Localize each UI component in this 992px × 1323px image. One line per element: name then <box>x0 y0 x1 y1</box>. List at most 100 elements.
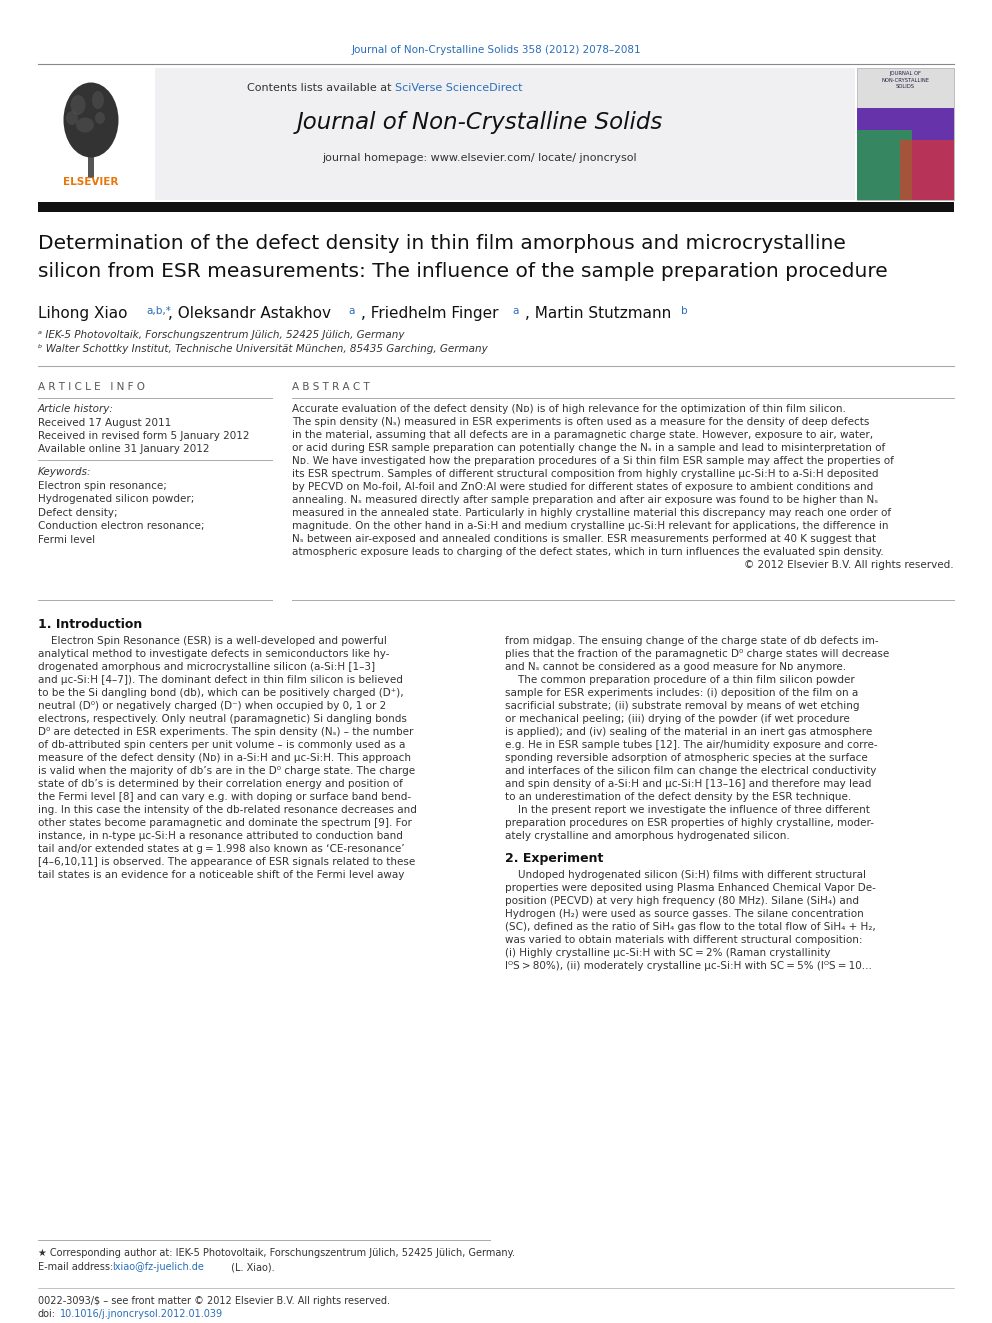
Text: plies that the fraction of the paramagnetic D⁰ charge states will decrease: plies that the fraction of the paramagne… <box>505 650 889 659</box>
Ellipse shape <box>76 118 94 132</box>
Text: Fermi level: Fermi level <box>38 534 95 545</box>
Text: ★ Corresponding author at: IEK-5 Photovoltaik, Forschungszentrum Jülich, 52425 J: ★ Corresponding author at: IEK-5 Photovo… <box>38 1248 515 1258</box>
Text: is applied); and (iv) sealing of the material in an inert gas atmosphere: is applied); and (iv) sealing of the mat… <box>505 728 872 737</box>
Text: Undoped hydrogenated silicon (Si:H) films with different structural: Undoped hydrogenated silicon (Si:H) film… <box>505 871 866 880</box>
Text: D⁰ are detected in ESR experiments. The spin density (Nₛ) – the number: D⁰ are detected in ESR experiments. The … <box>38 728 414 737</box>
Text: its ESR spectrum. Samples of different structural composition from highly crysta: its ESR spectrum. Samples of different s… <box>292 468 879 479</box>
Text: the Fermi level [8] and can vary e.g. with doping or surface band bend-: the Fermi level [8] and can vary e.g. wi… <box>38 792 411 802</box>
Text: a,b,*: a,b,* <box>146 306 171 316</box>
FancyBboxPatch shape <box>857 67 954 200</box>
Text: Determination of the defect density in thin film amorphous and microcrystalline: Determination of the defect density in t… <box>38 234 846 253</box>
Text: analytical method to investigate defects in semiconductors like hy-: analytical method to investigate defects… <box>38 650 390 659</box>
Text: sacrificial substrate; (ii) substrate removal by means of wet etching: sacrificial substrate; (ii) substrate re… <box>505 701 859 710</box>
FancyBboxPatch shape <box>857 130 912 200</box>
Text: Contents lists available at: Contents lists available at <box>247 83 395 93</box>
Text: from midgap. The ensuing change of the charge state of db defects im-: from midgap. The ensuing change of the c… <box>505 636 879 646</box>
Text: a: a <box>348 306 354 316</box>
Text: by PECVD on Mo-foil, Al-foil and ZnO:Al were studied for different states of exp: by PECVD on Mo-foil, Al-foil and ZnO:Al … <box>292 482 873 492</box>
Ellipse shape <box>70 95 85 115</box>
Text: Received 17 August 2011: Received 17 August 2011 <box>38 418 172 429</box>
Text: e.g. He in ESR sample tubes [12]. The air/humidity exposure and corre-: e.g. He in ESR sample tubes [12]. The ai… <box>505 740 878 750</box>
Text: measured in the annealed state. Particularly in highly crystalline material this: measured in the annealed state. Particul… <box>292 508 891 519</box>
Text: b: b <box>681 306 687 316</box>
Text: and μc-Si:H [4–7]). The dominant defect in thin film silicon is believed: and μc-Si:H [4–7]). The dominant defect … <box>38 675 403 685</box>
Text: , Oleksandr Astakhov: , Oleksandr Astakhov <box>168 306 331 321</box>
Text: In the present report we investigate the influence of three different: In the present report we investigate the… <box>505 804 870 815</box>
Text: IᴼS > 80%), (ii) moderately crystalline μc-Si:H with SC = 5% (IᴼS = 10...: IᴼS > 80%), (ii) moderately crystalline … <box>505 960 872 971</box>
Text: Electron spin resonance;: Electron spin resonance; <box>38 482 167 491</box>
Text: (SC), defined as the ratio of SiH₄ gas flow to the total flow of SiH₄ + H₂,: (SC), defined as the ratio of SiH₄ gas f… <box>505 922 876 931</box>
Text: Received in revised form 5 January 2012: Received in revised form 5 January 2012 <box>38 431 250 441</box>
Text: A R T I C L E   I N F O: A R T I C L E I N F O <box>38 382 145 392</box>
Text: state of db’s is determined by their correlation energy and position of: state of db’s is determined by their cor… <box>38 779 403 789</box>
Text: annealing. Nₛ measured directly after sample preparation and after air exposure : annealing. Nₛ measured directly after sa… <box>292 495 878 505</box>
Text: a: a <box>512 306 519 316</box>
Text: (i) Highly crystalline μc-Si:H with SC = 2% (Raman crystallinity: (i) Highly crystalline μc-Si:H with SC =… <box>505 949 830 958</box>
Text: was varied to obtain materials with different structural composition:: was varied to obtain materials with diff… <box>505 935 862 945</box>
Text: ately crystalline and amorphous hydrogenated silicon.: ately crystalline and amorphous hydrogen… <box>505 831 790 841</box>
Text: atmospheric exposure leads to charging of the defect states, which in turn influ: atmospheric exposure leads to charging o… <box>292 546 884 557</box>
Text: lxiao@fz-juelich.de: lxiao@fz-juelich.de <box>112 1262 204 1271</box>
Text: of db-attributed spin centers per unit volume – is commonly used as a: of db-attributed spin centers per unit v… <box>38 740 406 750</box>
Text: 2. Experiment: 2. Experiment <box>505 852 603 865</box>
Text: other states become paramagnetic and dominate the spectrum [9]. For: other states become paramagnetic and dom… <box>38 818 412 828</box>
Text: neutral (D⁰) or negatively charged (D⁻) when occupied by 0, 1 or 2: neutral (D⁰) or negatively charged (D⁻) … <box>38 701 386 710</box>
Ellipse shape <box>66 111 78 124</box>
Text: doi:: doi: <box>38 1308 56 1319</box>
Text: and spin density of a-Si:H and μc-Si:H [13–16] and therefore may lead: and spin density of a-Si:H and μc-Si:H [… <box>505 779 871 789</box>
Text: tail and/or extended states at g = 1.998 also known as ‘CE-resonance’: tail and/or extended states at g = 1.998… <box>38 844 405 855</box>
Text: Defect density;: Defect density; <box>38 508 118 519</box>
Text: magnitude. On the other hand in a-Si:H and medium crystalline μc-Si:H relevant f: magnitude. On the other hand in a-Si:H a… <box>292 521 889 531</box>
Ellipse shape <box>92 91 104 108</box>
Text: Conduction electron resonance;: Conduction electron resonance; <box>38 521 204 532</box>
Text: ELSEVIER: ELSEVIER <box>63 177 119 187</box>
Text: SciVerse ScienceDirect: SciVerse ScienceDirect <box>395 83 523 93</box>
Text: Hydrogen (H₂) were used as source gasses. The silane concentration: Hydrogen (H₂) were used as source gasses… <box>505 909 864 919</box>
Text: ᵃ IEK-5 Photovoltaik, Forschungszentrum Jülich, 52425 Jülich, Germany: ᵃ IEK-5 Photovoltaik, Forschungszentrum … <box>38 329 405 340</box>
Text: The common preparation procedure of a thin film silicon powder: The common preparation procedure of a th… <box>505 675 855 685</box>
Text: is valid when the majority of db’s are in the D⁰ charge state. The charge: is valid when the majority of db’s are i… <box>38 766 415 777</box>
Text: sponding reversible adsorption of atmospheric species at the surface: sponding reversible adsorption of atmosp… <box>505 753 868 763</box>
Text: in the material, assuming that all defects are in a paramagnetic charge state. H: in the material, assuming that all defec… <box>292 430 873 441</box>
Text: Lihong Xiao: Lihong Xiao <box>38 306 128 321</box>
FancyBboxPatch shape <box>38 67 155 200</box>
Text: The spin density (Nₛ) measured in ESR experiments is often used as a measure for: The spin density (Nₛ) measured in ESR ex… <box>292 417 869 427</box>
Text: Article history:: Article history: <box>38 404 114 414</box>
Text: Available online 31 January 2012: Available online 31 January 2012 <box>38 445 209 454</box>
Text: A B S T R A C T: A B S T R A C T <box>292 382 370 392</box>
FancyBboxPatch shape <box>857 108 954 200</box>
Text: silicon from ESR measurements: The influence of the sample preparation procedure: silicon from ESR measurements: The influ… <box>38 262 888 280</box>
Text: 10.1016/j.jnoncrysol.2012.01.039: 10.1016/j.jnoncrysol.2012.01.039 <box>60 1308 223 1319</box>
Text: 1. Introduction: 1. Introduction <box>38 618 142 631</box>
Ellipse shape <box>63 82 118 157</box>
Text: Journal of Non-Crystalline Solids: Journal of Non-Crystalline Solids <box>297 111 663 134</box>
Text: Nₛ between air-exposed and annealed conditions is smaller. ESR measurements perf: Nₛ between air-exposed and annealed cond… <box>292 534 876 544</box>
FancyBboxPatch shape <box>38 202 954 212</box>
Text: 0022-3093/$ – see front matter © 2012 Elsevier B.V. All rights reserved.: 0022-3093/$ – see front matter © 2012 El… <box>38 1297 390 1306</box>
Text: sample for ESR experiments includes: (i) deposition of the film on a: sample for ESR experiments includes: (i)… <box>505 688 858 699</box>
Text: Journal of Non-Crystalline Solids 358 (2012) 2078–2081: Journal of Non-Crystalline Solids 358 (2… <box>351 45 641 56</box>
FancyBboxPatch shape <box>155 67 855 200</box>
Text: [4–6,10,11] is observed. The appearance of ESR signals related to these: [4–6,10,11] is observed. The appearance … <box>38 857 416 867</box>
Text: tail states is an evidence for a noticeable shift of the Fermi level away: tail states is an evidence for a noticea… <box>38 871 405 880</box>
Text: journal homepage: www.elsevier.com/ locate/ jnoncrysol: journal homepage: www.elsevier.com/ loca… <box>322 153 637 163</box>
Text: to an underestimation of the defect density by the ESR technique.: to an underestimation of the defect dens… <box>505 792 851 802</box>
Text: JOURNAL OF
NON-CRYSTALLINE
SOLIDS: JOURNAL OF NON-CRYSTALLINE SOLIDS <box>881 70 929 90</box>
Text: Accurate evaluation of the defect density (Nᴅ) is of high relevance for the opti: Accurate evaluation of the defect densit… <box>292 404 846 414</box>
Text: drogenated amorphous and microcrystalline silicon (a-Si:H [1–3]: drogenated amorphous and microcrystallin… <box>38 662 375 672</box>
Text: , Friedhelm Finger: , Friedhelm Finger <box>361 306 499 321</box>
Text: (L. Xiao).: (L. Xiao). <box>228 1262 275 1271</box>
Text: or acid during ESR sample preparation can potentially change the Nₛ in a sample : or acid during ESR sample preparation ca… <box>292 443 885 452</box>
FancyBboxPatch shape <box>88 148 94 179</box>
Text: measure of the defect density (Nᴅ) in a-Si:H and μc-Si:H. This approach: measure of the defect density (Nᴅ) in a-… <box>38 753 411 763</box>
Text: Electron Spin Resonance (ESR) is a well-developed and powerful: Electron Spin Resonance (ESR) is a well-… <box>38 636 387 646</box>
Text: properties were deposited using Plasma Enhanced Chemical Vapor De-: properties were deposited using Plasma E… <box>505 882 876 893</box>
Text: Hydrogenated silicon powder;: Hydrogenated silicon powder; <box>38 495 194 504</box>
Text: E-mail address:: E-mail address: <box>38 1262 116 1271</box>
Text: and Nₛ cannot be considered as a good measure for Nᴅ anymore.: and Nₛ cannot be considered as a good me… <box>505 662 846 672</box>
Text: © 2012 Elsevier B.V. All rights reserved.: © 2012 Elsevier B.V. All rights reserved… <box>744 560 954 570</box>
Text: electrons, respectively. Only neutral (paramagnetic) Si dangling bonds: electrons, respectively. Only neutral (p… <box>38 714 407 724</box>
Text: , Martin Stutzmann: , Martin Stutzmann <box>525 306 672 321</box>
Text: ing. In this case the intensity of the db-related resonance decreases and: ing. In this case the intensity of the d… <box>38 804 417 815</box>
Text: instance, in n-type μc-Si:H a resonance attributed to conduction band: instance, in n-type μc-Si:H a resonance … <box>38 831 403 841</box>
